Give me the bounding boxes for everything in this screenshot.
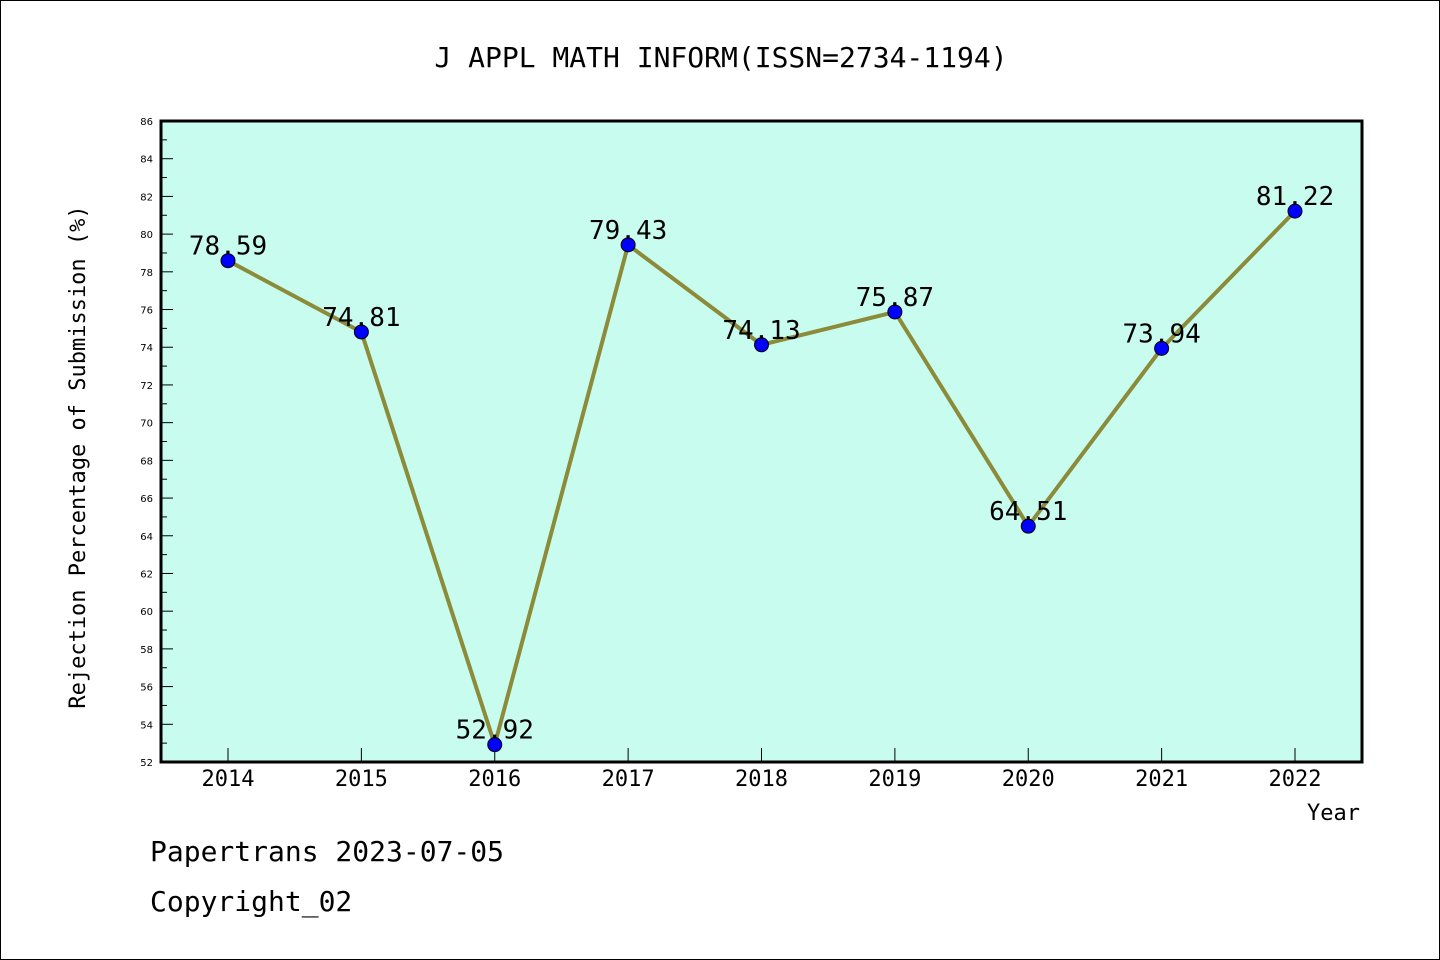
y-tick-label: 78 bbox=[140, 268, 153, 279]
footer-date-text: Papertrans 2023-07-05 bbox=[150, 835, 505, 868]
x-tick-label: 2015 bbox=[335, 767, 388, 792]
y-tick-label: 86 bbox=[140, 117, 153, 128]
plot-area bbox=[159, 119, 1364, 764]
data-label: 74.81 bbox=[322, 303, 400, 333]
x-tick-label: 2014 bbox=[202, 767, 255, 792]
y-tick-label: 66 bbox=[140, 494, 153, 505]
x-tick-label: 2016 bbox=[468, 767, 521, 792]
data-point-marker bbox=[487, 737, 503, 753]
y-tick-label: 68 bbox=[140, 456, 153, 467]
y-tick-label: 82 bbox=[140, 192, 153, 203]
chart-title: J APPL MATH INFORM(ISSN=2734-1194) bbox=[434, 41, 1007, 74]
data-label: 73.94 bbox=[1122, 319, 1200, 349]
y-tick-label: 54 bbox=[140, 720, 153, 731]
data-label-group: 78.59 74.81 52.92 79.43 74.13 75.87 64.51 73.94… bbox=[189, 182, 1334, 746]
x-tick-label: 2019 bbox=[868, 767, 921, 792]
data-label: 78.59 bbox=[189, 232, 267, 262]
y-tick-label: 52 bbox=[140, 758, 153, 769]
data-label: 74.13 bbox=[722, 316, 800, 346]
data-label: 81.22 bbox=[1256, 182, 1334, 212]
y-tick-label: 72 bbox=[140, 381, 153, 392]
y-tick-label: 80 bbox=[140, 230, 153, 241]
marker-group bbox=[220, 203, 1303, 753]
y-tick-label: 70 bbox=[140, 419, 153, 430]
data-point-marker bbox=[754, 337, 769, 353]
data-point-marker bbox=[1287, 203, 1303, 219]
data-point-marker bbox=[620, 237, 636, 253]
x-tick-label: 2017 bbox=[602, 767, 655, 792]
data-point-marker bbox=[353, 324, 369, 340]
y-tick-label: 76 bbox=[140, 306, 153, 317]
data-label: 75.87 bbox=[856, 283, 934, 313]
data-label: 64.51 bbox=[989, 497, 1067, 527]
y-tick-label: 62 bbox=[140, 569, 153, 580]
y-axis-label: Rejection Percentage of Submission (%) bbox=[66, 205, 91, 708]
y-tick-label: 56 bbox=[140, 683, 153, 694]
y-tick-label: 64 bbox=[140, 532, 153, 543]
y-tick-label: 58 bbox=[140, 645, 153, 656]
data-label: 52.92 bbox=[456, 716, 534, 746]
footer-copyright-text: Copyright_02 bbox=[150, 885, 353, 918]
data-point-marker bbox=[220, 253, 236, 269]
x-tick-label: 2021 bbox=[1135, 767, 1188, 792]
x-tick-label: 2022 bbox=[1269, 767, 1322, 792]
y-axis-ticks: 52 54 56 58 60 62 64 66 68 70 72 74 76 78 80 82 84 86 bbox=[140, 117, 173, 769]
y-tick-label: 74 bbox=[140, 343, 153, 354]
data-point-marker bbox=[1154, 340, 1170, 356]
y-tick-label: 60 bbox=[140, 607, 153, 618]
x-tick-label: 2020 bbox=[1002, 767, 1055, 792]
data-point-marker bbox=[887, 304, 903, 320]
data-label: 79.43 bbox=[589, 216, 667, 246]
x-axis-ticks: 2014 2015 2016 2017 2018 2019 2020 2021 2022 bbox=[202, 748, 1322, 792]
x-axis-label: Year bbox=[1307, 801, 1360, 826]
x-tick-label: 2018 bbox=[735, 767, 788, 792]
data-point-marker bbox=[1020, 518, 1036, 534]
y-tick-label: 84 bbox=[140, 155, 153, 166]
